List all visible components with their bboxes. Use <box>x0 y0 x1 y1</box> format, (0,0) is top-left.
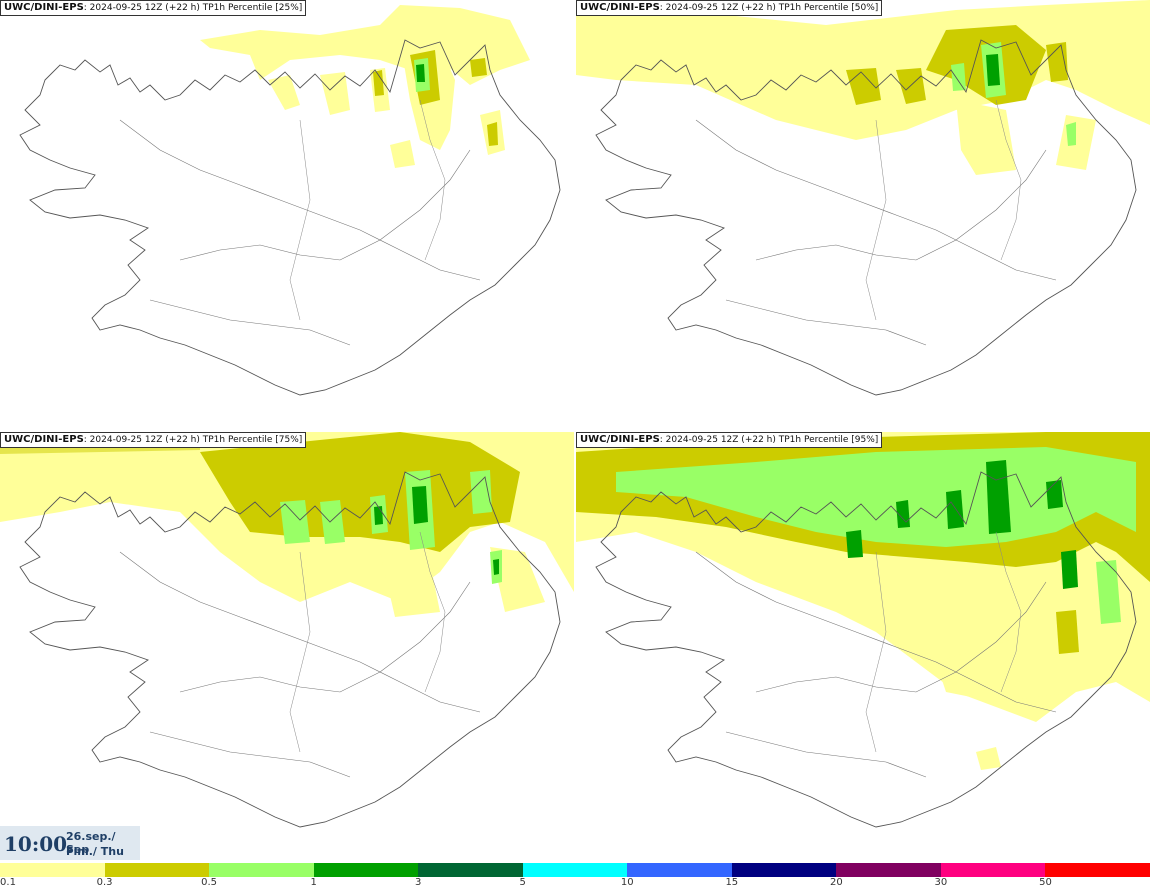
map-panel-75: UWC/DINI-EPS: 2024-09-25 12Z (+22 h) TP1… <box>0 432 574 862</box>
colorbar-segment <box>836 863 942 877</box>
colorbar-segment <box>627 863 733 877</box>
valid-weekday: Fim./ Thu <box>66 845 124 858</box>
colorbar-tick-label: 1 <box>310 877 317 888</box>
colorbar-segment <box>731 863 838 877</box>
panel-title: UWC/DINI-EPS: 2024-09-25 12Z (+22 h) TP1… <box>0 0 307 16</box>
colorbar-tick-label: 20 <box>829 877 843 888</box>
precipitation-colorbar <box>0 863 1150 877</box>
valid-time-box: 10:00 26.sep./ Sep Fim./ Thu <box>0 826 140 860</box>
map-panel-95: UWC/DINI-EPS: 2024-09-25 12Z (+22 h) TP1… <box>576 432 1150 862</box>
colorbar-tick-label: 0.3 <box>96 877 113 888</box>
colorbar-tick-label: 0.1 <box>0 877 16 888</box>
precipitation-map <box>576 432 1150 828</box>
colorbar-segment <box>522 863 629 877</box>
colorbar-segment <box>940 863 1047 877</box>
colorbar-segment <box>209 863 315 877</box>
colorbar-tick-label: 3 <box>414 877 422 888</box>
precipitation-map <box>576 0 1150 396</box>
panel-title: UWC/DINI-EPS: 2024-09-25 12Z (+22 h) TP1… <box>0 432 307 448</box>
panel-title: UWC/DINI-EPS: 2024-09-25 12Z (+22 h) TP1… <box>576 432 883 448</box>
colorbar-tick-label: 15 <box>725 877 739 888</box>
panel-divider <box>574 0 576 861</box>
colorbar-ticks: 0.1 0.3 0.5 1 3 5 10 15 20 30 50 <box>0 877 1150 891</box>
colorbar-tick-label: 5 <box>519 877 526 888</box>
valid-date: 26.sep./ Sep <box>66 830 116 856</box>
colorbar-segment <box>104 863 211 877</box>
colorbar-segment <box>0 863 106 877</box>
colorbar-tick-label: 10 <box>620 877 634 888</box>
colorbar-segment <box>418 863 524 877</box>
colorbar-tick-label: 0.5 <box>201 877 218 888</box>
map-panel-25: UWC/DINI-EPS: 2024-09-25 12Z (+22 h) TP1… <box>0 0 574 430</box>
precipitation-map <box>19 5 561 396</box>
colorbar-segment <box>313 863 420 877</box>
valid-time-clock: 10:00 <box>4 832 68 856</box>
colorbar-segment <box>1045 863 1150 877</box>
map-panel-50: UWC/DINI-EPS: 2024-09-25 12Z (+22 h) TP1… <box>576 0 1150 430</box>
colorbar-tick-label: 50 <box>1039 877 1052 888</box>
precipitation-map <box>0 432 574 828</box>
panel-title: UWC/DINI-EPS: 2024-09-25 12Z (+22 h) TP1… <box>576 0 883 16</box>
colorbar-tick-label: 30 <box>934 877 948 888</box>
